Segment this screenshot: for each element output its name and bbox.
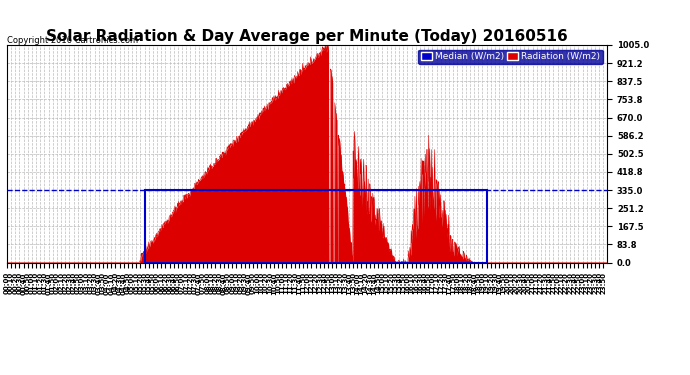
Bar <box>145 190 486 262</box>
Legend: Median (W/m2), Radiation (W/m2): Median (W/m2), Radiation (W/m2) <box>418 50 602 64</box>
Title: Solar Radiation & Day Average per Minute (Today) 20160516: Solar Radiation & Day Average per Minute… <box>46 29 568 44</box>
Text: Copyright 2016 Cartronics.com: Copyright 2016 Cartronics.com <box>7 36 138 45</box>
